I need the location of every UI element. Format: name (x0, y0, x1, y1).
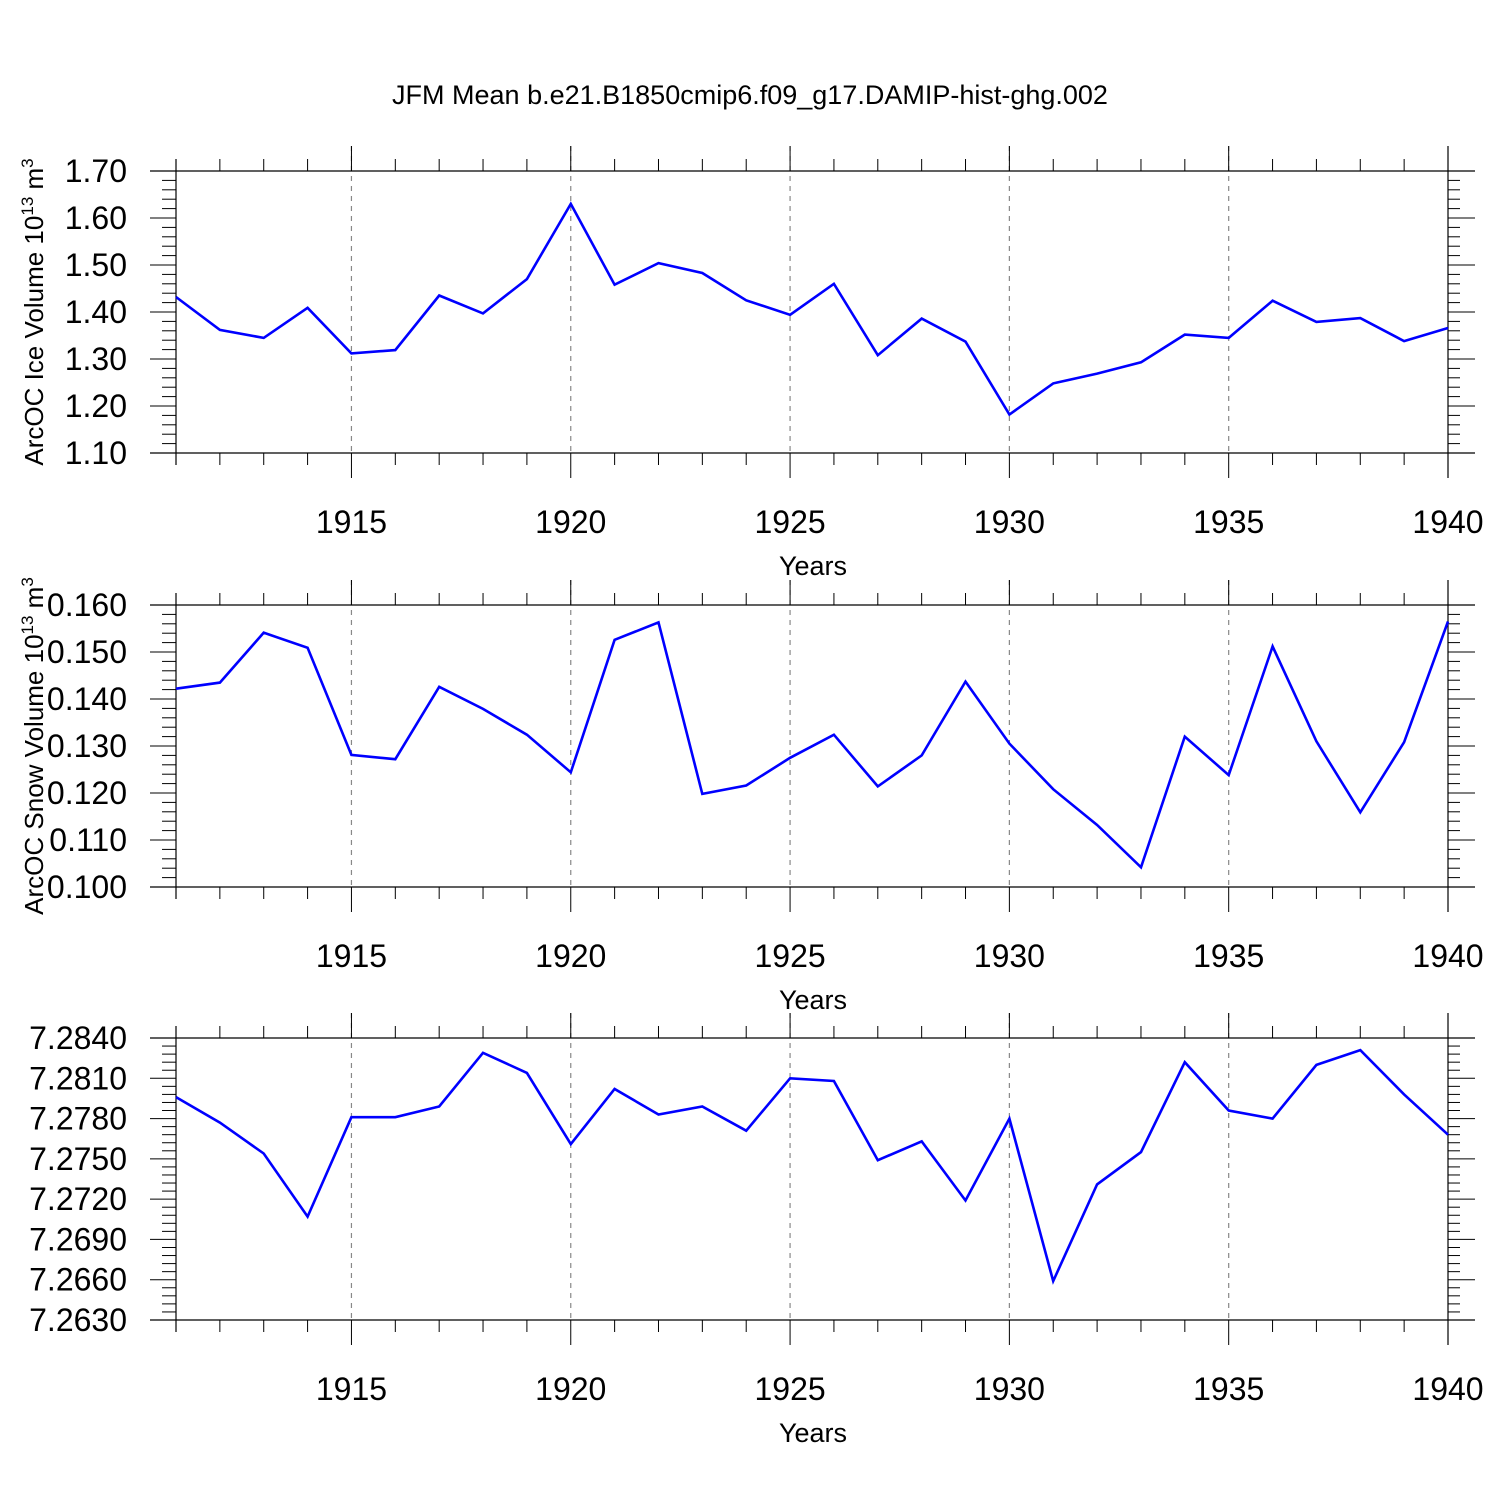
y-tick-label: 7.2630 (29, 1302, 127, 1338)
y-tick-label: 0.110 (49, 822, 127, 858)
x-tick-label: 1935 (1193, 504, 1264, 540)
panels: 1.10 1.20 1.30 1.40 1.50 1.60 1.70 1915 1920 1925… (18, 146, 1484, 1448)
y-axis-label: ArcOC Ice Volume 1013 m3 (18, 158, 49, 465)
x-tick-label: 1940 (1412, 1371, 1483, 1407)
y-tick-label: 1.50 (65, 247, 127, 283)
x-tick-label: 1920 (535, 938, 606, 974)
x-tick-label: 1920 (535, 1371, 606, 1407)
y-tick-label: 1.70 (65, 153, 127, 189)
chart-panel-3: 7.2630 7.2660 7.2690 7.2720 7.2750 7.2780 7.28… (29, 1013, 1484, 1448)
chart-panel-1: 1.10 1.20 1.30 1.40 1.50 1.60 1.70 1915 1920 1925… (18, 146, 1484, 581)
y-tick-label: 0.160 (47, 587, 127, 623)
x-tick-label: 1925 (754, 938, 825, 974)
y-tick-label: 1.20 (65, 388, 127, 424)
x-tick-label: 1940 (1412, 938, 1483, 974)
x-tick-label: 1915 (316, 1371, 387, 1407)
x-tick-label: 1915 (316, 504, 387, 540)
y-tick-label: 7.2690 (29, 1221, 127, 1257)
x-axis-label: Years (779, 985, 847, 1015)
series-line (175, 201, 1449, 417)
x-tick-label: 1935 (1193, 1371, 1264, 1407)
y-tick-label: 7.2840 (29, 1020, 127, 1056)
x-tick-label: 1930 (974, 938, 1045, 974)
x-tick-label: 1925 (754, 504, 825, 540)
y-tick-label: 1.60 (65, 200, 127, 236)
y-tick-label: 0.140 (47, 681, 127, 717)
y-tick-label: 1.10 (65, 435, 127, 471)
figure-title: JFM Mean b.e21.B1850cmip6.f09_g17.DAMIP-… (392, 80, 1108, 110)
y-tick-label: 1.30 (65, 341, 127, 377)
y-tick-label: 7.2720 (29, 1181, 127, 1217)
y-tick-label: 7.2780 (29, 1101, 127, 1137)
y-tick-label: 0.130 (47, 728, 127, 764)
x-tick-label: 1940 (1412, 504, 1483, 540)
chart-panel-2: 0.100 0.110 0.120 0.130 0.140 0.150 0.160 1915 1… (18, 577, 1484, 1015)
x-tick-label: 1935 (1193, 938, 1264, 974)
x-tick-label: 1930 (974, 504, 1045, 540)
x-tick-label: 1925 (754, 1371, 825, 1407)
y-axis-label: ArcOC Snow Volume 1013 m3 (18, 577, 49, 915)
series-line (175, 1048, 1449, 1285)
y-tick-label: 0.150 (47, 634, 127, 670)
series-line (175, 620, 1450, 870)
y-tick-label: 7.2750 (29, 1141, 127, 1177)
y-tick-label: 1.40 (65, 294, 127, 330)
y-tick-label: 7.2660 (29, 1262, 127, 1298)
x-tick-label: 1915 (316, 938, 387, 974)
x-tick-label: 1920 (535, 504, 606, 540)
y-tick-label: 0.100 (47, 869, 127, 905)
x-axis-label: Years (779, 1418, 847, 1448)
x-axis-label: Years (779, 551, 847, 581)
y-tick-label: 0.120 (47, 775, 127, 811)
y-tick-label: 7.2810 (29, 1060, 127, 1096)
x-tick-label: 1930 (974, 1371, 1045, 1407)
